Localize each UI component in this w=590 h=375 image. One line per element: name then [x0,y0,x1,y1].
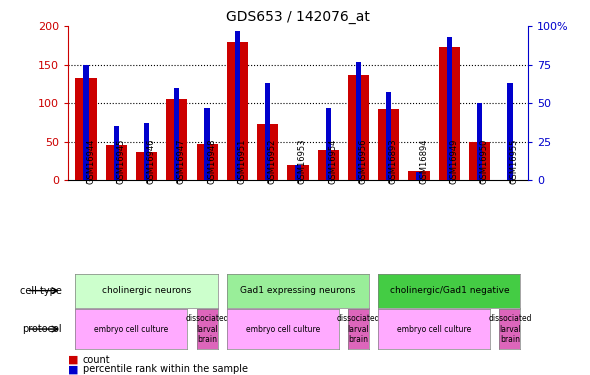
Text: cholinergic neurons: cholinergic neurons [102,286,191,295]
Bar [378,109,399,180]
Bar [174,88,179,180]
Bar [144,123,149,180]
Text: GSM16953: GSM16953 [298,138,307,184]
Text: dissociated
larval
brain: dissociated larval brain [185,314,229,344]
Text: GSM16893: GSM16893 [389,138,398,184]
Text: GSM16948: GSM16948 [207,138,216,184]
Text: ■: ■ [68,364,78,374]
Text: cell type: cell type [20,286,62,296]
Bar [76,78,97,180]
Text: embryo cell culture: embryo cell culture [245,324,320,334]
Bar [265,83,270,180]
Bar [447,37,452,180]
Text: GSM16947: GSM16947 [177,138,186,184]
Bar [356,62,361,180]
Text: GSM16951: GSM16951 [237,138,247,184]
Bar [296,165,300,180]
Title: GDS653 / 142076_at: GDS653 / 142076_at [226,10,370,24]
Bar [408,171,430,180]
Bar [106,145,127,180]
Text: percentile rank within the sample: percentile rank within the sample [83,364,248,374]
Text: GSM16950: GSM16950 [480,138,489,184]
Bar [417,172,422,180]
Bar [439,47,460,180]
Text: GSM16949: GSM16949 [450,138,458,184]
Bar [235,31,240,180]
Bar [196,144,218,180]
Bar [317,150,339,180]
Text: GSM16952: GSM16952 [268,138,277,184]
Bar [257,124,278,180]
Text: GSM16956: GSM16956 [359,138,368,184]
Text: GSM16945: GSM16945 [116,138,125,184]
Text: ■: ■ [68,355,78,365]
Bar [469,142,490,180]
Bar [477,103,482,180]
Text: embryo cell culture: embryo cell culture [397,324,471,334]
Bar [205,108,210,180]
Text: GSM16944: GSM16944 [86,138,95,184]
Text: Gad1 expressing neurons: Gad1 expressing neurons [240,286,356,295]
Text: cholinergic/Gad1 negative: cholinergic/Gad1 negative [389,286,509,295]
Bar [166,99,188,180]
Text: dissociated
larval
brain: dissociated larval brain [337,314,380,344]
Text: embryo cell culture: embryo cell culture [94,324,169,334]
Text: GSM16946: GSM16946 [146,138,156,184]
Bar [287,165,309,180]
Bar [114,126,119,180]
Text: dissociated
larval
brain: dissociated larval brain [488,314,532,344]
Text: GSM16955: GSM16955 [510,138,519,184]
Bar [326,108,331,180]
Bar [386,92,391,180]
Text: GSM16954: GSM16954 [328,138,337,184]
Text: count: count [83,355,110,365]
Bar [227,42,248,180]
Bar [348,75,369,180]
Text: protocol: protocol [22,324,62,334]
Bar [507,83,513,180]
Bar [136,152,157,180]
Text: GSM16894: GSM16894 [419,138,428,184]
Bar [83,64,88,180]
